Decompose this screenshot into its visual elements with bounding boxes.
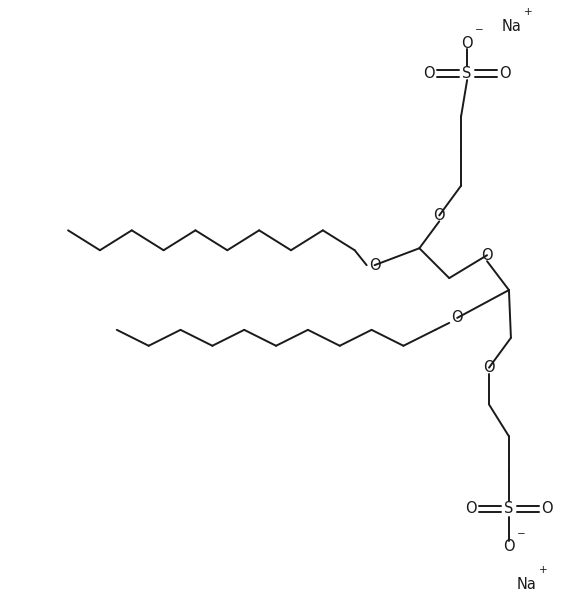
Text: Na: Na [517, 576, 537, 591]
Text: −: − [475, 25, 484, 35]
Text: O: O [503, 539, 515, 554]
Text: +: + [539, 565, 548, 575]
Text: O: O [451, 310, 463, 325]
Text: S: S [504, 502, 514, 517]
Text: O: O [499, 66, 511, 81]
Text: −: − [517, 529, 526, 539]
Text: O: O [462, 36, 473, 51]
Text: O: O [465, 502, 477, 517]
Text: O: O [369, 258, 380, 273]
Text: S: S [462, 66, 472, 81]
Text: O: O [483, 360, 495, 375]
Text: +: + [524, 7, 533, 17]
Text: O: O [541, 502, 553, 517]
Text: Na: Na [502, 19, 522, 34]
Text: O: O [433, 208, 445, 223]
Text: O: O [424, 66, 435, 81]
Text: O: O [481, 248, 493, 263]
